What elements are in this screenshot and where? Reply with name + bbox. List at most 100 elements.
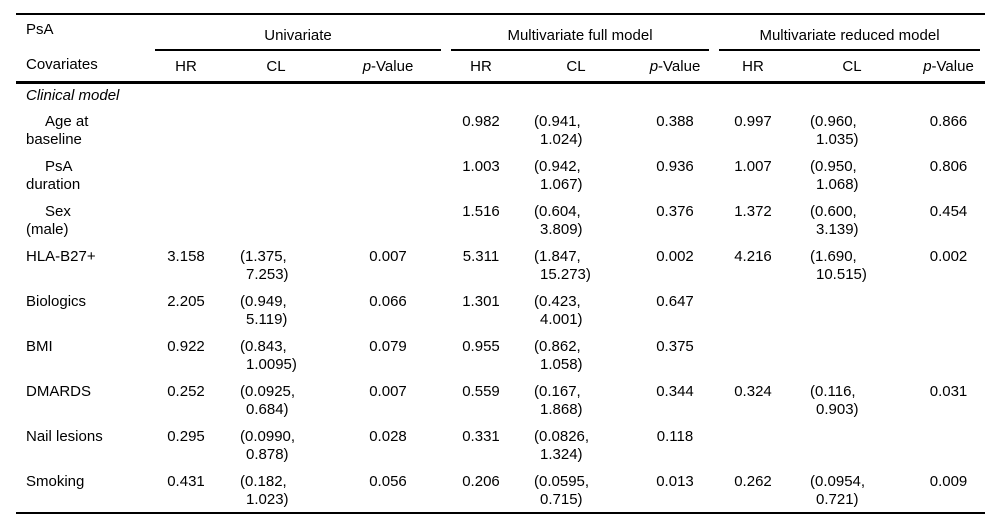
- column-header-hr-uni: HR: [150, 51, 222, 84]
- cl-cell-univariate: [222, 152, 330, 197]
- cl-cell-reduced: (1.690, 10.515): [810, 248, 867, 283]
- cl-cell-univariate: [222, 197, 330, 242]
- cl-cell-reduced: (0.116, 0.903): [810, 383, 859, 418]
- pvalue-cell-univariate: 0.066: [369, 293, 407, 310]
- pvalue-cell-univariate: 0.079: [369, 338, 407, 355]
- hr-cell-univariate: 0.922: [167, 338, 205, 355]
- hr-cell-reduced: [714, 332, 792, 377]
- cl-cell-full: (1.847, 15.273): [534, 248, 591, 283]
- pvalue-cell-reduced: 0.009: [929, 473, 968, 490]
- group-header-row: PsA Covariates Univariate Multivariate f…: [16, 14, 985, 84]
- pvalue-cell-univariate: 0.007: [369, 248, 407, 265]
- column-header-hr-full: HR: [446, 51, 516, 84]
- covariate-label: Nail lesions: [26, 428, 103, 445]
- pvalue-cell-univariate: 0.028: [369, 428, 407, 445]
- hr-cell-full: 1.301: [462, 293, 500, 310]
- column-header-pvalue-uni: p-Value: [330, 51, 446, 84]
- pvalue-cell-full: 0.118: [656, 428, 694, 445]
- pvalue-cell-full: 0.376: [656, 203, 694, 220]
- pvalue-cell-reduced: 0.031: [929, 383, 968, 400]
- pvalue-cell-reduced: 0.806: [929, 158, 968, 175]
- cl-cell-univariate: (1.375, 7.253): [240, 248, 289, 283]
- cl-cell-full: (0.423, 4.001): [534, 293, 583, 328]
- hr-cell-full: 0.206: [462, 473, 500, 490]
- table-row: Smoking 0.431 (0.182, 1.023) 0.056 0.206…: [16, 467, 985, 513]
- cox-regression-table: PsA Covariates Univariate Multivariate f…: [16, 13, 986, 514]
- pvalue-cell-univariate: [330, 197, 446, 242]
- cl-cell-reduced: (0.960, 1.035): [810, 113, 859, 148]
- pvalue-cell-reduced: 0.454: [929, 203, 968, 220]
- pvalue-cell-reduced: [912, 422, 985, 467]
- hr-cell-reduced: [714, 287, 792, 332]
- cl-cell-full: (0.167, 1.868): [534, 383, 583, 418]
- column-header-pvalue-full: p-Value: [636, 51, 714, 84]
- table-row: DMARDS 0.252 (0.0925, 0.684) 0.007 0.559…: [16, 377, 985, 422]
- column-header-row: HR CL p-Value HR CL p-Value HR CL p-Valu…: [16, 51, 986, 84]
- cl-cell-reduced: (0.600, 3.139): [810, 203, 859, 238]
- column-header-pvalue-reduced: p-Value: [912, 51, 986, 84]
- cl-cell-reduced: [792, 422, 912, 467]
- table-row: Sex (male) 1.516 (0.604, 3.809) 0.376 1.…: [16, 197, 985, 242]
- pvalue-cell-reduced: 0.866: [929, 113, 968, 130]
- cl-cell-univariate: (0.949, 5.119): [240, 293, 288, 328]
- cl-cell-reduced: (0.950, 1.068): [810, 158, 859, 193]
- corner-line-psa: PsA: [26, 21, 54, 38]
- hr-cell-univariate: [150, 107, 222, 152]
- pvalue-cell-full: 0.647: [656, 293, 694, 310]
- hr-cell-full: 0.331: [462, 428, 500, 445]
- group-header-multivariate-full: Multivariate full model: [446, 14, 714, 51]
- pvalue-cell-univariate: [330, 107, 446, 152]
- group-header-univariate: Univariate: [150, 14, 446, 51]
- group-header-multivariate-reduced: Multivariate reduced model: [714, 14, 985, 51]
- table-row: Biologics 2.205 (0.949, 5.119) 0.066 1.3…: [16, 287, 985, 332]
- hr-cell-full: 0.982: [462, 113, 500, 130]
- cl-cell-univariate: (0.0990, 0.878): [240, 428, 296, 463]
- cl-cell-reduced: (0.0954, 0.721): [810, 473, 866, 508]
- pvalue-cell-reduced: 0.002: [929, 248, 968, 265]
- pvalue-cell-full: 0.002: [656, 248, 694, 265]
- pvalue-cell-full: 0.936: [656, 158, 694, 175]
- table-row: HLA-B27+ 3.158 (1.375, 7.253) 0.007 5.31…: [16, 242, 985, 287]
- cl-cell-univariate: (0.0925, 0.684): [240, 383, 296, 418]
- hr-cell-full: 0.955: [462, 338, 500, 355]
- hr-cell-univariate: [150, 152, 222, 197]
- hr-cell-reduced: 0.324: [734, 383, 772, 400]
- cl-cell-full: (0.862, 1.058): [534, 338, 583, 373]
- hr-cell-full: 0.559: [462, 383, 500, 400]
- table-row: BMI 0.922 (0.843, 1.0095) 0.079 0.955 (0…: [16, 332, 985, 377]
- hr-cell-reduced: 4.216: [734, 248, 772, 265]
- section-label: Clinical model: [26, 87, 120, 104]
- covariate-label: Smoking: [26, 473, 85, 490]
- hr-cell-univariate: 3.158: [167, 248, 205, 265]
- pvalue-cell-univariate: 0.056: [369, 473, 407, 490]
- cl-cell-reduced: [792, 332, 912, 377]
- column-header-cl-uni: CL: [222, 51, 330, 84]
- covariate-label: DMARDS: [26, 383, 92, 400]
- covariate-label: BMI: [26, 338, 53, 355]
- pvalue-cell-full: 0.013: [656, 473, 694, 490]
- hr-cell-reduced: 0.997: [734, 113, 772, 130]
- pvalue-cell-full: 0.344: [656, 383, 694, 400]
- hr-cell-univariate: 0.295: [167, 428, 205, 445]
- hr-cell-univariate: 0.431: [167, 473, 205, 490]
- table-row: Age at baseline 0.982 (0.941, 1.024) 0.3…: [16, 107, 985, 152]
- pvalue-cell-univariate: 0.007: [369, 383, 407, 400]
- hr-cell-univariate: 0.252: [167, 383, 205, 400]
- pvalue-cell-full: 0.375: [656, 338, 694, 355]
- column-header-cl-reduced: CL: [792, 51, 912, 84]
- hr-cell-reduced: 1.007: [734, 158, 772, 175]
- covariate-label: HLA-B27+: [26, 248, 96, 265]
- cl-cell-reduced: [792, 287, 912, 332]
- covariate-label: Sex (male): [26, 203, 71, 238]
- hr-cell-full: 1.003: [462, 158, 500, 175]
- cl-cell-full: (0.0595, 0.715): [534, 473, 590, 508]
- corner-line-covariates: Covariates: [26, 56, 98, 73]
- cl-cell-full: (0.941, 1.024): [534, 113, 583, 148]
- cl-cell-full: (0.604, 3.809): [534, 203, 583, 238]
- cl-cell-full: (0.0826, 1.324): [534, 428, 590, 463]
- results-table-wrapper: PsA Covariates Univariate Multivariate f…: [16, 13, 986, 514]
- hr-cell-full: 5.311: [462, 248, 500, 265]
- corner-header: PsA Covariates: [16, 14, 150, 84]
- covariate-label: Biologics: [26, 293, 87, 310]
- hr-cell-univariate: [150, 197, 222, 242]
